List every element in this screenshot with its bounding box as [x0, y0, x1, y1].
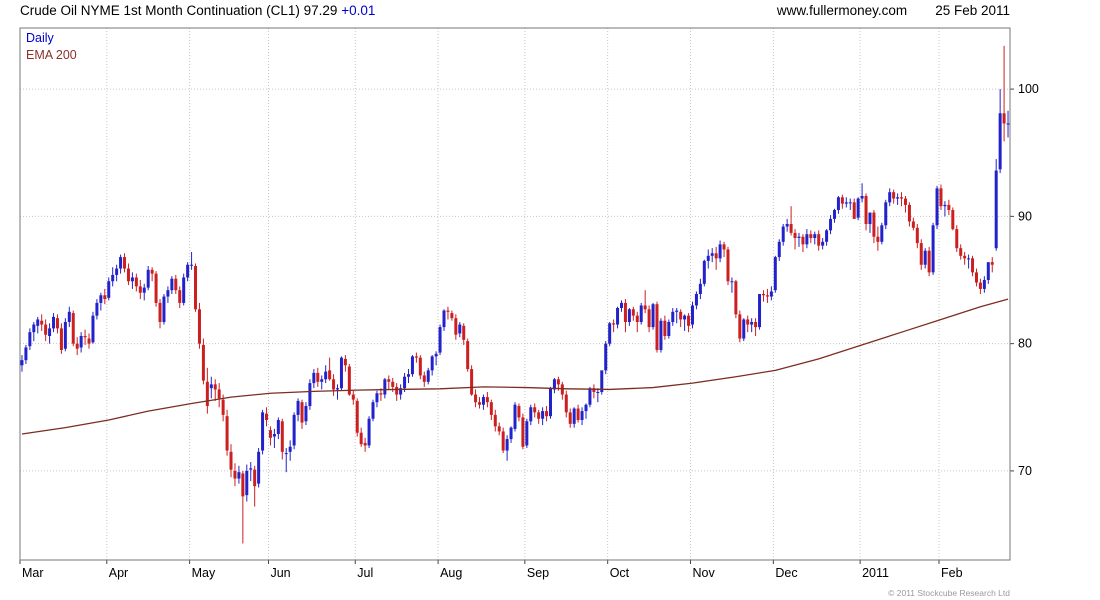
website-link[interactable]: www.fullermoney.com: [776, 3, 908, 18]
chart-header: Crude Oil NYME 1st Month Continuation (C…: [20, 3, 1010, 18]
copyright-notice: © 2011 Stockcube Research Ltd: [888, 588, 1010, 598]
svg-text:Mar: Mar: [22, 566, 44, 580]
svg-text:May: May: [192, 566, 216, 580]
svg-text:Sep: Sep: [527, 566, 549, 580]
chart-date: 25 Feb 2011: [935, 3, 1010, 18]
svg-text:70: 70: [1018, 464, 1032, 478]
svg-text:2011: 2011: [862, 566, 889, 580]
header-right: www.fullermoney.com 25 Feb 2011: [777, 3, 1010, 18]
svg-text:Apr: Apr: [109, 566, 128, 580]
legend-ema-label: EMA 200: [26, 48, 77, 62]
instrument-name: Crude Oil NYME 1st Month Continuation (C…: [20, 3, 300, 18]
svg-text:Jul: Jul: [357, 566, 373, 580]
svg-text:Jun: Jun: [270, 566, 290, 580]
chart-legend: Daily EMA 200: [26, 30, 77, 64]
svg-text:Oct: Oct: [610, 566, 630, 580]
svg-text:Aug: Aug: [440, 566, 462, 580]
svg-text:100: 100: [1018, 82, 1039, 96]
svg-text:80: 80: [1018, 337, 1032, 351]
legend-daily-label: Daily: [26, 31, 54, 45]
svg-text:90: 90: [1018, 209, 1032, 223]
svg-text:Nov: Nov: [693, 566, 716, 580]
svg-text:Feb: Feb: [941, 566, 963, 580]
last-price: 97.29: [303, 3, 338, 18]
svg-text:Dec: Dec: [775, 566, 797, 580]
price-change: +0.01: [341, 3, 376, 18]
chart-title: Crude Oil NYME 1st Month Continuation (C…: [20, 3, 375, 18]
